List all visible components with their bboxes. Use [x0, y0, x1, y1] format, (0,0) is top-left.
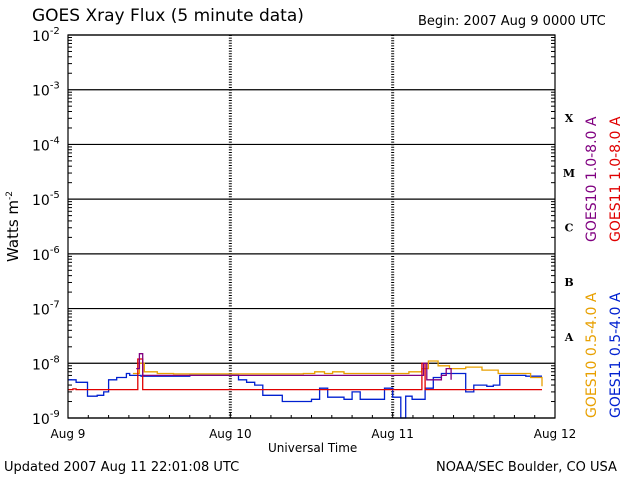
flare-class-label: C [565, 222, 574, 235]
series-line-goes10-1-0-8-0-a [136, 353, 452, 381]
y-tick-label: 10-3 [32, 81, 60, 100]
x-tick-label: Aug 12 [534, 427, 577, 441]
legend-goes10-short: GOES10 0.5-4.0 A [584, 292, 600, 418]
x-axis-label: Universal Time [268, 441, 358, 455]
y-tick-label: 10-8 [32, 354, 60, 373]
y-tick-label: 10-2 [32, 26, 60, 45]
y-tick-label: 10-7 [32, 300, 60, 319]
updated-timestamp: Updated 2007 Aug 11 22:01:08 UTC [4, 460, 240, 475]
legend-goes11-long: GOES11 1.0-8.0 A [608, 116, 624, 242]
chart-title: GOES Xray Flux (5 minute data) [32, 6, 304, 26]
begin-time-label: Begin: 2007 Aug 9 0000 UTC [418, 14, 606, 29]
series-line-goes10-0-5-4-0-a [132, 360, 543, 387]
x-tick-label: Aug 9 [51, 427, 86, 441]
y-tick-label: 10-5 [32, 190, 60, 209]
y-tick-label: 10-9 [32, 409, 60, 428]
y-tick-label: 10-4 [32, 135, 60, 154]
flare-class-label: X [565, 112, 574, 125]
flare-class-label: A [564, 331, 574, 344]
x-tick-label: Aug 11 [371, 427, 414, 441]
y-tick-label: 10-6 [32, 245, 60, 264]
flare-class-label: B [564, 276, 573, 289]
legend-goes11-short: GOES11 0.5-4.0 A [608, 292, 624, 418]
series-line-goes11-0-5-4-0-a [68, 372, 542, 419]
x-tick-label: Aug 10 [209, 427, 252, 441]
plot-frame [67, 34, 556, 419]
legend-goes10-long: GOES10 1.0-8.0 A [584, 116, 600, 242]
credit-label: NOAA/SEC Boulder, CO USA [436, 460, 617, 475]
flare-class-label: M [563, 167, 575, 180]
